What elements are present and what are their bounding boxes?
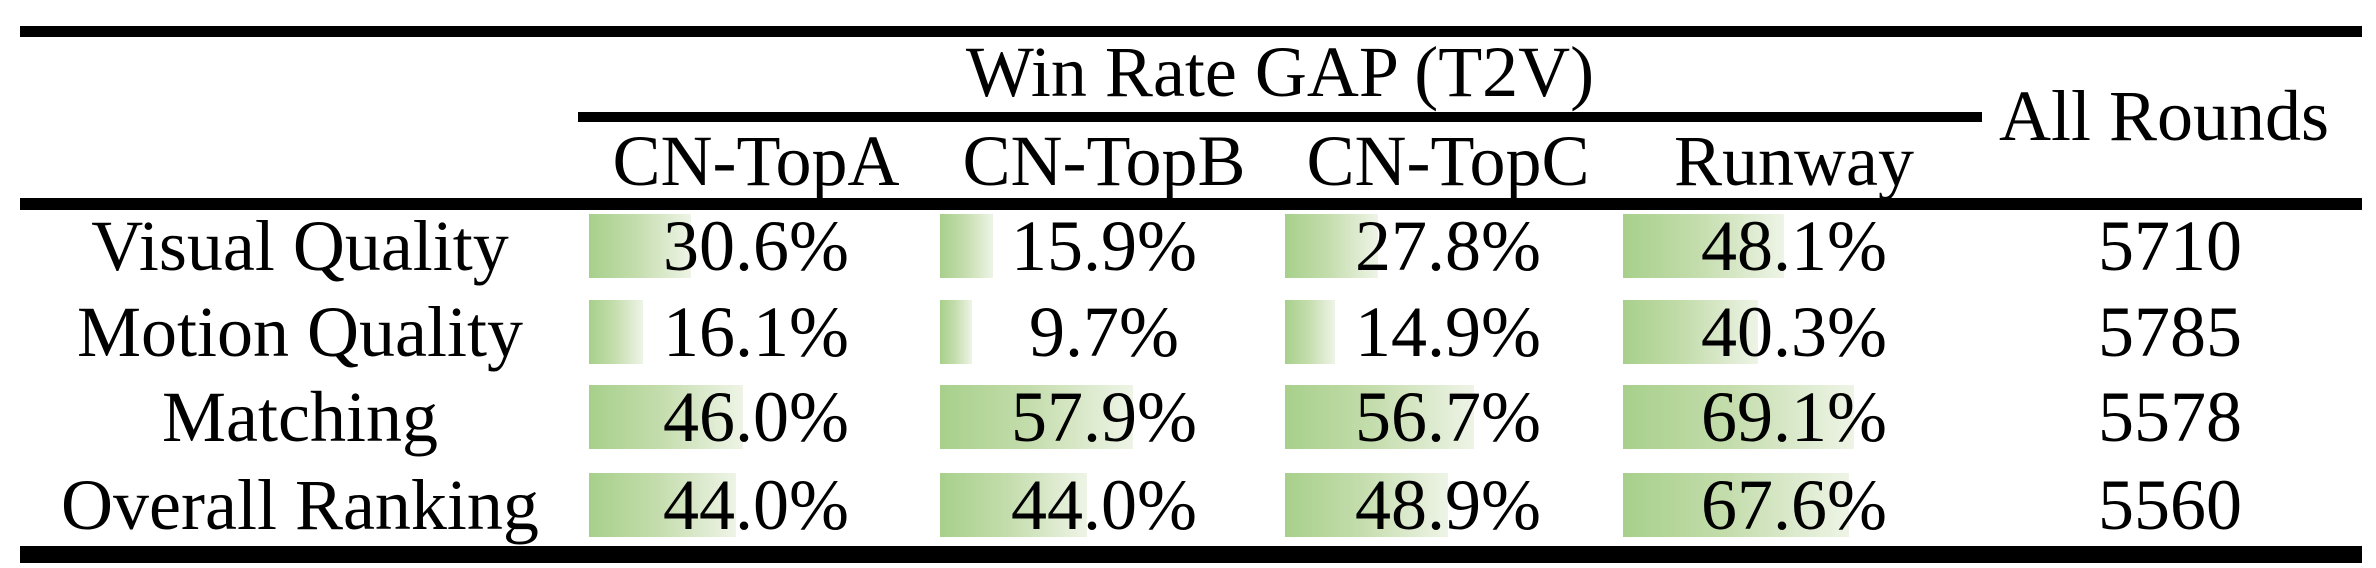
row-label: Visual Quality — [91, 206, 509, 286]
win-rate-bar — [589, 214, 692, 278]
win-rate-bar — [940, 300, 973, 364]
win-rate-bar — [1623, 473, 1849, 537]
win-rate-bar — [940, 385, 1134, 449]
win-rate-bar — [1623, 300, 1758, 364]
win-rate-value: 40.3% — [1701, 292, 1887, 372]
group-header-underline-rule — [578, 112, 1982, 122]
win-rate-bar — [1285, 214, 1378, 278]
win-rate-bar — [589, 385, 743, 449]
all-rounds-value: 5560 — [2098, 465, 2242, 545]
column-header-cn-topc: CN-TopC — [1306, 121, 1590, 201]
win-rate-value: 9.7% — [1029, 292, 1179, 372]
table-bottom-rule — [20, 546, 2362, 563]
win-rate-value: 27.8% — [1355, 206, 1541, 286]
win-rate-bar — [1285, 473, 1449, 537]
win-rate-value: 48.9% — [1355, 465, 1541, 545]
all-rounds-value: 5578 — [2098, 377, 2242, 457]
win-rate-value: 67.6% — [1701, 465, 1887, 545]
win-rate-bar — [940, 473, 1087, 537]
win-rate-value: 48.1% — [1701, 206, 1887, 286]
win-rate-value: 44.0% — [663, 465, 849, 545]
win-rate-value: 15.9% — [1011, 206, 1197, 286]
win-rate-bar — [1623, 385, 1854, 449]
row-label: Overall Ranking — [61, 465, 539, 545]
all-rounds-value: 5785 — [2098, 292, 2242, 372]
win-rate-bar — [1285, 300, 1335, 364]
win-rate-bar — [1623, 214, 1784, 278]
all-rounds-value: 5710 — [2098, 206, 2242, 286]
win-rate-value: 69.1% — [1701, 377, 1887, 457]
win-rate-value: 56.7% — [1355, 377, 1541, 457]
win-rate-bar — [589, 300, 643, 364]
win-rate-value: 14.9% — [1355, 292, 1541, 372]
header-separator-rule — [20, 198, 2362, 210]
column-header-cn-topb: CN-TopB — [962, 121, 1246, 201]
win-rate-value: 44.0% — [1011, 465, 1197, 545]
win-rate-bar — [1285, 385, 1475, 449]
table-top-rule — [20, 26, 2362, 37]
win-rate-value: 57.9% — [1011, 377, 1197, 457]
group-header: Win Rate GAP (T2V) — [965, 32, 1595, 112]
column-header-runway: Runway — [1674, 121, 1914, 201]
row-label: Motion Quality — [77, 292, 523, 372]
column-header-cn-topa: CN-TopA — [612, 121, 900, 201]
win-rate-bar — [589, 473, 736, 537]
row-label: Matching — [162, 377, 438, 457]
column-header-all-rounds: All Rounds — [1998, 76, 2330, 156]
win-rate-value: 30.6% — [663, 206, 849, 286]
win-rate-value: 46.0% — [663, 377, 849, 457]
win-rate-value: 16.1% — [663, 292, 849, 372]
win-rate-bar — [940, 214, 994, 278]
